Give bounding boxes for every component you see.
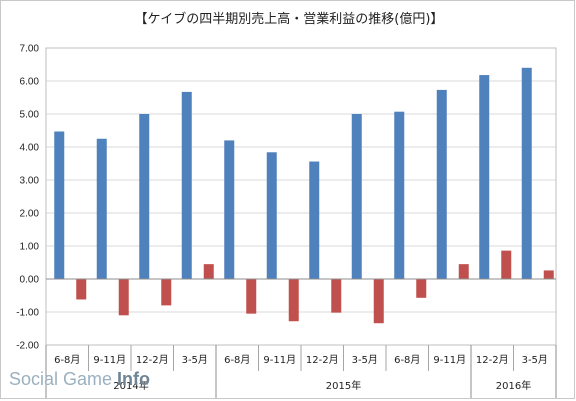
x-axis-labels: 6-8月 9-11月 12-2月 3-5月 6-8月 9-11月 12-2月 3-5月 6-8月… <box>54 354 548 392</box>
chart-title: 【ケイブの四半期別売上高・営業利益の推移(億円)】 <box>135 11 444 27</box>
bar-operating-profit <box>458 264 469 279</box>
bar-operating-profit <box>118 279 129 316</box>
category-label: 6-8月 <box>394 354 420 366</box>
bar-operating-profit <box>373 279 384 324</box>
bar-sales <box>266 152 277 279</box>
bar-sales <box>394 111 405 279</box>
bar-operating-profit <box>76 279 87 300</box>
bar-operating-profit <box>416 279 427 298</box>
category-label: 12-2月 <box>476 354 509 366</box>
category-label: 12-2月 <box>306 354 339 366</box>
bar-sales <box>139 114 150 279</box>
bar-operating-profit <box>288 279 299 322</box>
bars <box>54 67 554 324</box>
year-group-label: 2015年 <box>326 379 361 392</box>
category-label: 9-11月 <box>433 354 466 366</box>
category-label: 3-5月 <box>182 354 208 366</box>
y-tick-label: 3.00 <box>20 176 40 187</box>
bar-sales <box>54 131 65 279</box>
bar-sales <box>479 75 490 279</box>
bar-sales <box>224 140 235 279</box>
category-label: 9-11月 <box>263 354 296 366</box>
axes <box>45 278 557 398</box>
category-label: 3-5月 <box>522 354 548 366</box>
bar-sales <box>96 138 107 279</box>
y-tick-label: 7.00 <box>20 44 40 55</box>
category-label: 6-8月 <box>54 354 80 366</box>
year-group-label: 2016年 <box>496 379 531 392</box>
watermark-part2: Info <box>117 369 150 389</box>
bar-sales <box>181 91 192 279</box>
y-tick-label: 4.00 <box>20 143 40 154</box>
bar-operating-profit <box>246 279 257 314</box>
y-tick-label: 6.00 <box>20 77 40 88</box>
category-label: 6-8月 <box>224 354 250 366</box>
bar-sales <box>436 89 447 279</box>
watermark-part1: Social Game <box>9 369 117 389</box>
bar-operating-profit <box>501 250 512 279</box>
bar-operating-profit <box>331 279 342 313</box>
y-tick-label: -1.00 <box>16 308 39 319</box>
y-tick-label: 5.00 <box>20 110 40 121</box>
y-tick-label: 1.00 <box>20 242 40 253</box>
bar-sales <box>351 114 362 279</box>
y-tick-label: -2.00 <box>16 341 39 352</box>
watermark-logo: Social Game Info <box>9 369 150 389</box>
y-tick-label: 0.00 <box>20 275 40 286</box>
bar-operating-profit <box>543 270 554 279</box>
bar-operating-profit <box>161 279 172 306</box>
year-group-label: 2014年 <box>113 379 148 392</box>
category-label: 3-5月 <box>352 354 378 366</box>
category-label: 9-11月 <box>93 354 126 366</box>
y-tick-label: 2.00 <box>20 209 40 220</box>
bar-sales <box>309 161 320 279</box>
bar-sales <box>521 67 532 279</box>
bar-operating-profit <box>203 264 214 279</box>
category-label: 12-2月 <box>136 354 169 366</box>
y-axis-ticks: 7.00 6.00 5.00 4.00 3.00 2.00 1.00 0.00 -1.00 -2.… <box>16 44 39 352</box>
